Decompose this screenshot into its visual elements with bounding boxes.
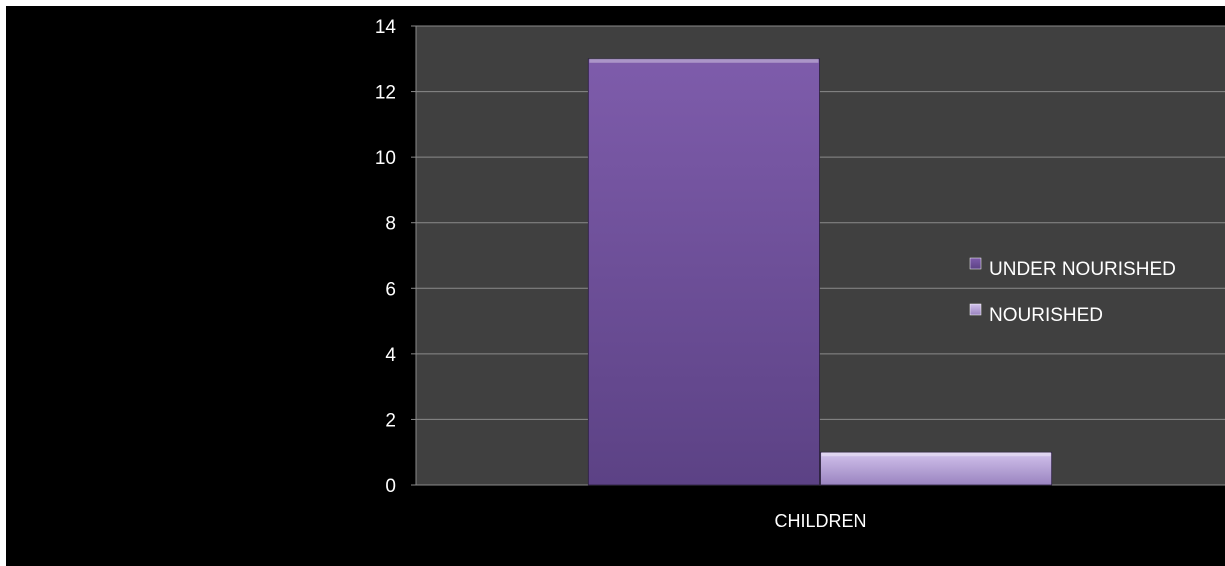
bars <box>587 58 1053 486</box>
bar-chart: 0 2 4 6 8 10 12 14 CHILDREN UNDER NOURISHED NOUR… <box>375 17 1225 531</box>
bar-nourished <box>820 451 1053 486</box>
legend: UNDER NOURISHED NOURISHED <box>969 257 1176 326</box>
bar-top-bevel <box>589 58 819 63</box>
x-tick-label: CHILDREN <box>774 511 866 531</box>
y-tick-label: 12 <box>375 83 396 104</box>
bar-under-nourished <box>587 58 820 486</box>
chart-frame: 0 2 4 6 8 10 12 14 CHILDREN UNDER NOURISHED NOUR… <box>6 6 1225 566</box>
y-tick-label: 6 <box>385 279 396 300</box>
y-tick-label: 10 <box>375 148 396 169</box>
y-tick-label: 8 <box>385 214 396 235</box>
gridlines <box>416 25 1225 420</box>
y-tick-label: 14 <box>375 17 397 38</box>
x-tick-labels: CHILDREN <box>774 511 866 531</box>
y-tick-label: 4 <box>385 345 396 366</box>
legend-label: NOURISHED <box>989 305 1103 326</box>
y-tick-label: 2 <box>385 410 396 431</box>
plot-area <box>416 26 1225 485</box>
legend-swatch <box>969 257 982 270</box>
bar-top-bevel <box>821 452 1051 457</box>
y-tick-label: 0 <box>385 476 396 497</box>
legend-swatch <box>969 303 982 316</box>
legend-label: UNDER NOURISHED <box>989 259 1176 280</box>
y-tick-labels: 0 2 4 6 8 10 12 14 <box>375 17 397 497</box>
